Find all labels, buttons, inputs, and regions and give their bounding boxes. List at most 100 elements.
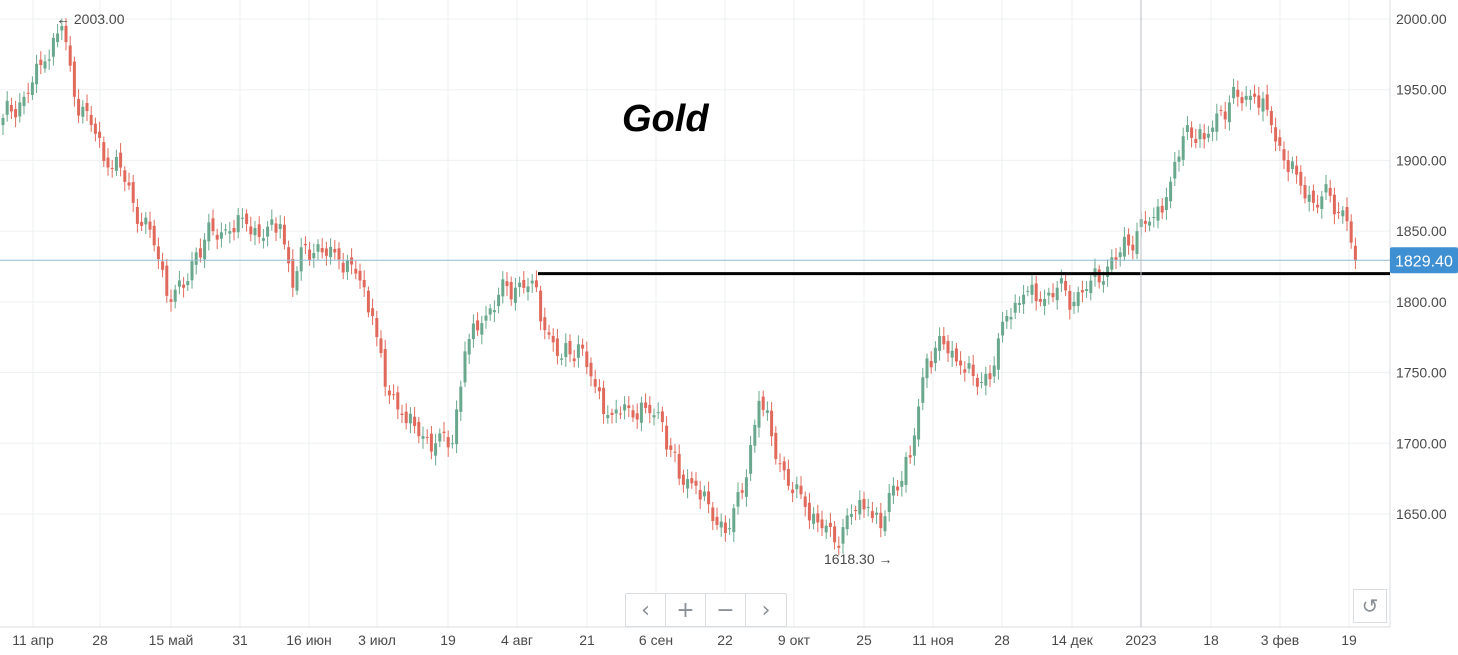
- candle-body: [950, 350, 954, 358]
- candle-body: [396, 392, 400, 410]
- candle-body: [534, 280, 538, 288]
- candle: [900, 471, 904, 497]
- candle: [135, 198, 139, 233]
- candle: [450, 434, 454, 449]
- candle-body: [1089, 280, 1093, 294]
- candle: [1248, 89, 1252, 110]
- scroll-left-button[interactable]: ‹: [626, 594, 666, 626]
- zoom-in-button[interactable]: +: [666, 594, 706, 626]
- candle-body: [18, 102, 22, 117]
- candle: [1244, 85, 1248, 107]
- scroll-right-button[interactable]: ›: [761, 597, 771, 623]
- candle: [425, 429, 429, 444]
- candle: [278, 215, 282, 239]
- candle: [1080, 280, 1084, 303]
- candle-body: [51, 37, 55, 57]
- candle: [627, 396, 631, 418]
- candle-body: [518, 282, 522, 288]
- candle: [505, 271, 509, 296]
- candle: [707, 481, 711, 514]
- candle-body: [1055, 287, 1059, 301]
- candle: [1332, 187, 1336, 225]
- candle-body: [85, 102, 89, 112]
- candle-body: [1118, 252, 1122, 258]
- candle-body: [917, 406, 921, 440]
- candle-body: [992, 365, 996, 377]
- candle: [81, 100, 85, 124]
- x-tick-label: 4 авг: [501, 632, 533, 648]
- candle-body: [186, 281, 190, 286]
- candle: [476, 312, 480, 336]
- candle: [770, 402, 774, 446]
- candle: [1122, 227, 1126, 262]
- candle: [152, 219, 156, 252]
- candle: [883, 510, 887, 536]
- candle: [1051, 283, 1055, 303]
- candle: [51, 32, 55, 66]
- candle-body: [106, 157, 110, 168]
- candle-body: [891, 485, 895, 496]
- candle-body: [707, 491, 711, 505]
- candle: [177, 270, 181, 295]
- candle: [1299, 165, 1303, 195]
- candle: [1148, 216, 1152, 232]
- zoom-out-button[interactable]: −: [706, 594, 746, 626]
- candle: [786, 459, 790, 491]
- candle-body: [1303, 185, 1307, 199]
- candle-body: [442, 431, 446, 434]
- candle-body: [581, 344, 585, 349]
- candle-body: [1034, 283, 1038, 302]
- candle: [1345, 197, 1349, 232]
- candle: [379, 330, 383, 358]
- candle-body: [182, 284, 186, 288]
- candle-body: [711, 507, 715, 522]
- candle-body: [215, 234, 219, 240]
- candle-body: [392, 394, 396, 396]
- candle: [421, 426, 425, 449]
- candle: [194, 247, 198, 275]
- candle-body: [1290, 161, 1294, 170]
- candle: [35, 54, 39, 94]
- last-price-text: 1829.40: [1395, 253, 1453, 270]
- candle-body: [211, 218, 215, 232]
- candle-body: [883, 516, 887, 532]
- candle-body: [589, 362, 593, 377]
- candle: [1307, 185, 1311, 212]
- candle: [169, 289, 173, 312]
- candle-body: [39, 59, 43, 65]
- candle: [929, 351, 933, 374]
- candle: [774, 426, 778, 465]
- x-tick-label: 28: [994, 632, 1010, 648]
- candle: [324, 241, 328, 266]
- candle-body: [152, 225, 156, 246]
- reset-view-button[interactable]: ↺: [1353, 589, 1387, 623]
- candle: [492, 300, 496, 323]
- candle-body: [1286, 160, 1290, 172]
- candle-body: [1240, 97, 1244, 104]
- candle-body: [450, 443, 454, 445]
- candle-body: [236, 215, 240, 233]
- candle: [295, 266, 299, 296]
- y-tick-label: 1700.00: [1396, 435, 1447, 451]
- candle-body: [1152, 217, 1156, 218]
- candle-body: [345, 260, 349, 273]
- candle-body: [1328, 187, 1332, 196]
- candle: [749, 435, 753, 481]
- candle-body: [316, 244, 320, 252]
- candle-body: [148, 221, 152, 230]
- candle-body: [1299, 171, 1303, 186]
- candle-body: [795, 484, 799, 490]
- candle-body: [224, 229, 228, 231]
- candles: [1, 18, 1357, 556]
- candle: [862, 491, 866, 518]
- candle-body: [551, 335, 555, 343]
- candle-body: [1341, 210, 1345, 217]
- candle: [694, 472, 698, 495]
- candle: [581, 338, 585, 356]
- candle-body: [337, 248, 341, 260]
- candle: [14, 100, 18, 128]
- candle-body: [833, 526, 837, 543]
- candle: [257, 216, 261, 244]
- candle-body: [429, 433, 433, 452]
- candle-body: [786, 469, 790, 486]
